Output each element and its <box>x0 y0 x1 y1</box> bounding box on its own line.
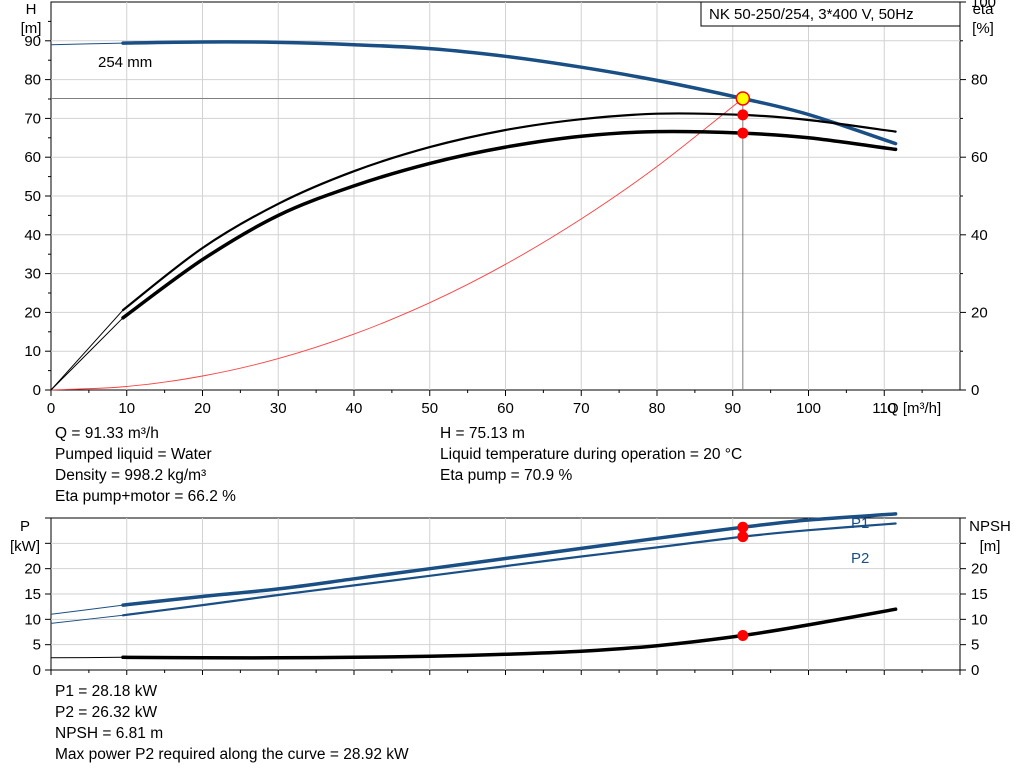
duty-marker <box>737 127 749 139</box>
p2-curve-extension <box>50 614 124 624</box>
y-axis-label-left: P <box>20 518 30 535</box>
x-tick-label: 20 <box>194 400 211 417</box>
info-npsh: NPSH = 6.81 m <box>55 725 164 742</box>
head-efficiency-plot: 0 10 20 30 40 50 60 70 80 90 100 110 0 10 20 30 40 50 60 70… <box>21 0 996 417</box>
x-tick-label: 80 <box>649 400 666 417</box>
y-tick-label-left: 20 <box>24 304 41 321</box>
y-tick-label-right: 15 <box>971 586 988 603</box>
title-box-frame <box>700 1 961 27</box>
x-tick-label: 100 <box>796 400 821 417</box>
y-tick-label-left: 0 <box>33 382 41 399</box>
y-axis-unit-left: [m] <box>21 20 42 37</box>
duty-marker <box>737 521 749 533</box>
y-tick-label-left: 80 <box>24 72 41 89</box>
chart-title: NK 50-250/254, 3*400 V, 50Hz <box>709 6 914 23</box>
x-tick-label: 50 <box>421 400 438 417</box>
y-tick-label-left: 40 <box>24 227 41 244</box>
x-tick-label: 60 <box>497 400 514 417</box>
y-axis-unit-left: [kW] <box>10 538 40 555</box>
y-tick-label-right: 20 <box>971 561 988 578</box>
info-eta-pump: Eta pump = 70.9 % <box>440 467 573 484</box>
x-tick-label: 40 <box>346 400 363 417</box>
info-density: Density = 998.2 kg/m³ <box>55 467 207 484</box>
y-tick-label-right: 20 <box>971 304 988 321</box>
y-tick-label-left: 60 <box>24 149 41 166</box>
y-axis-label-right: eta <box>973 1 995 18</box>
duty-point-marker <box>735 91 751 106</box>
y-tick-label-right: 5 <box>971 637 979 654</box>
x-axis-label: Q [m³/h] <box>887 400 941 417</box>
p2-curve <box>121 522 897 617</box>
y-tick-label-right: 0 <box>971 662 979 679</box>
y-axis-unit-right: [%] <box>972 20 994 37</box>
duty-marker <box>737 629 749 641</box>
y-tick-label-left: 50 <box>24 188 41 205</box>
info-eta-pump-motor: Eta pump+motor = 66.2 % <box>55 488 236 505</box>
y-tick-label-left: 5 <box>33 637 41 654</box>
info-temperature: Liquid temperature during operation = 20… <box>440 446 743 463</box>
y-tick-label-right: 40 <box>971 227 988 244</box>
info-p2: P2 = 26.32 kW <box>55 704 158 721</box>
info-bottom: P1 = 28.18 kW P2 = 26.32 kW NPSH = 6.81 … <box>55 681 409 765</box>
x-tick-label: 10 <box>118 400 135 417</box>
x-tick-label: 90 <box>724 400 741 417</box>
head-curve <box>121 40 898 146</box>
head-curve-extension <box>50 42 124 46</box>
p1-curve <box>121 512 898 607</box>
x-tick-label: 110 <box>872 400 896 417</box>
npsh-curve-extension <box>50 656 124 659</box>
y-tick-label-left: 10 <box>24 611 41 628</box>
p1-curve-extension <box>50 604 124 615</box>
info-top-left: Q = 91.33 m³/h Pumped liquid = Water Den… <box>55 423 236 507</box>
y-tick-label-right: 10 <box>971 611 988 628</box>
eta-pump-motor-curve <box>121 129 898 320</box>
power-npsh-plot: 0 5 10 15 20 0 5 10 15 20 P [kW] NPSH [m] P1 P2 <box>10 512 1011 679</box>
x-tick-label: 30 <box>270 400 287 417</box>
y-tick-label-left: 20 <box>24 561 41 578</box>
info-flow: Q = 91.33 m³/h <box>55 425 159 442</box>
y-tick-label-left: 15 <box>24 586 41 603</box>
y-tick-label-right: 80 <box>971 72 988 89</box>
eta-pump-curve <box>121 112 897 312</box>
y-axis-label-right: NPSH <box>969 518 1011 535</box>
y-tick-label-left: 0 <box>33 662 41 679</box>
eta-pump-motor-curve-extension <box>50 317 124 391</box>
y-axis-label-left: H <box>26 1 37 18</box>
info-max-power: Max power P2 required along the curve = … <box>55 746 409 763</box>
info-p1: P1 = 28.18 kW <box>55 683 158 700</box>
duty-marker <box>737 109 749 121</box>
y-tick-label-right: 0 <box>971 382 979 399</box>
y-tick-label-right: 60 <box>971 149 988 166</box>
impeller-diameter-label: 254 mm <box>98 54 152 71</box>
y-tick-label-left: 10 <box>24 343 41 360</box>
y-tick-label-left: 70 <box>24 110 41 127</box>
y-axis-unit-right: [m] <box>980 538 1001 555</box>
system-curve <box>50 98 744 391</box>
y-tick-label-right: 100 <box>971 0 996 11</box>
info-head: H = 75.13 m <box>440 425 525 442</box>
y-tick-label-left: 90 <box>24 33 41 50</box>
npsh-curve <box>121 607 898 660</box>
y-tick-label-left: 30 <box>24 266 41 283</box>
chart-title-box: NK 50-250/254, 3*400 V, 50Hz <box>700 1 961 27</box>
p1-series-label: P1 <box>851 515 869 532</box>
x-tick-label: 70 <box>573 400 590 417</box>
duty-marker <box>737 531 749 543</box>
x-tick-label: 0 <box>47 400 55 417</box>
info-top-right: H = 75.13 m Liquid temperature during op… <box>440 423 742 486</box>
p2-series-label: P2 <box>851 550 869 567</box>
info-liquid: Pumped liquid = Water <box>55 446 212 463</box>
